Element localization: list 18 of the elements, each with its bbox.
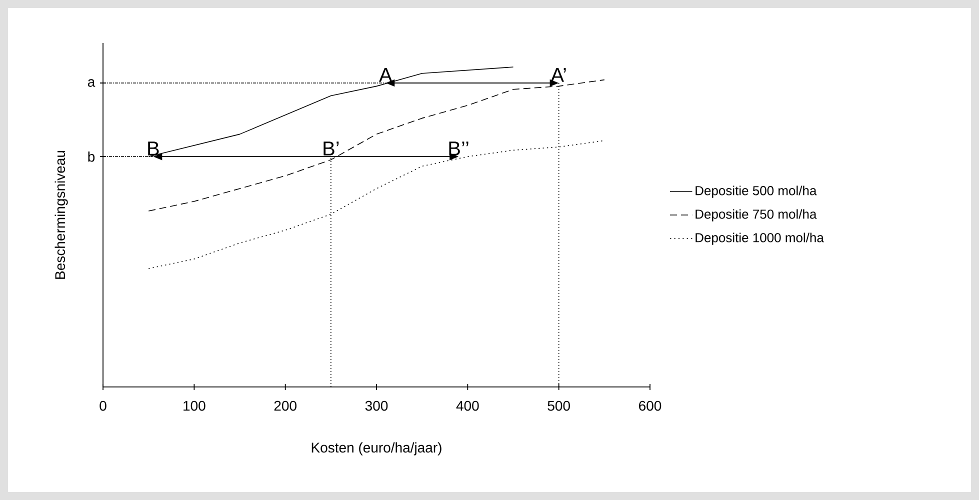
annotation: A’ [550, 68, 566, 82]
x-tick-label: 500 [548, 400, 570, 411]
legend-label: Depositie 500 mol/ha [696, 186, 817, 198]
legend-label: Depositie 1000 mol/ha [696, 232, 824, 245]
x-tick-label: 600 [639, 400, 662, 411]
annotation: B [148, 142, 159, 156]
x-tick-label: 300 [365, 400, 388, 411]
y-axis-title: Beschermingsniveau [54, 150, 68, 279]
x-tick-label: 200 [274, 400, 296, 411]
x-tick-label: 0 [100, 400, 106, 411]
legend-label: Depositie 750 mol/ha [696, 209, 817, 222]
annotation: A [378, 68, 392, 82]
x-axis-title: Kosten (euro/ha/jaar) [312, 442, 442, 456]
x-tick-label: 100 [184, 400, 206, 411]
x-tick-label: 400 [456, 400, 479, 411]
ref-line-label: b [88, 151, 95, 162]
annotation: B’ [324, 142, 339, 156]
ref-line-label: a [88, 79, 96, 87]
